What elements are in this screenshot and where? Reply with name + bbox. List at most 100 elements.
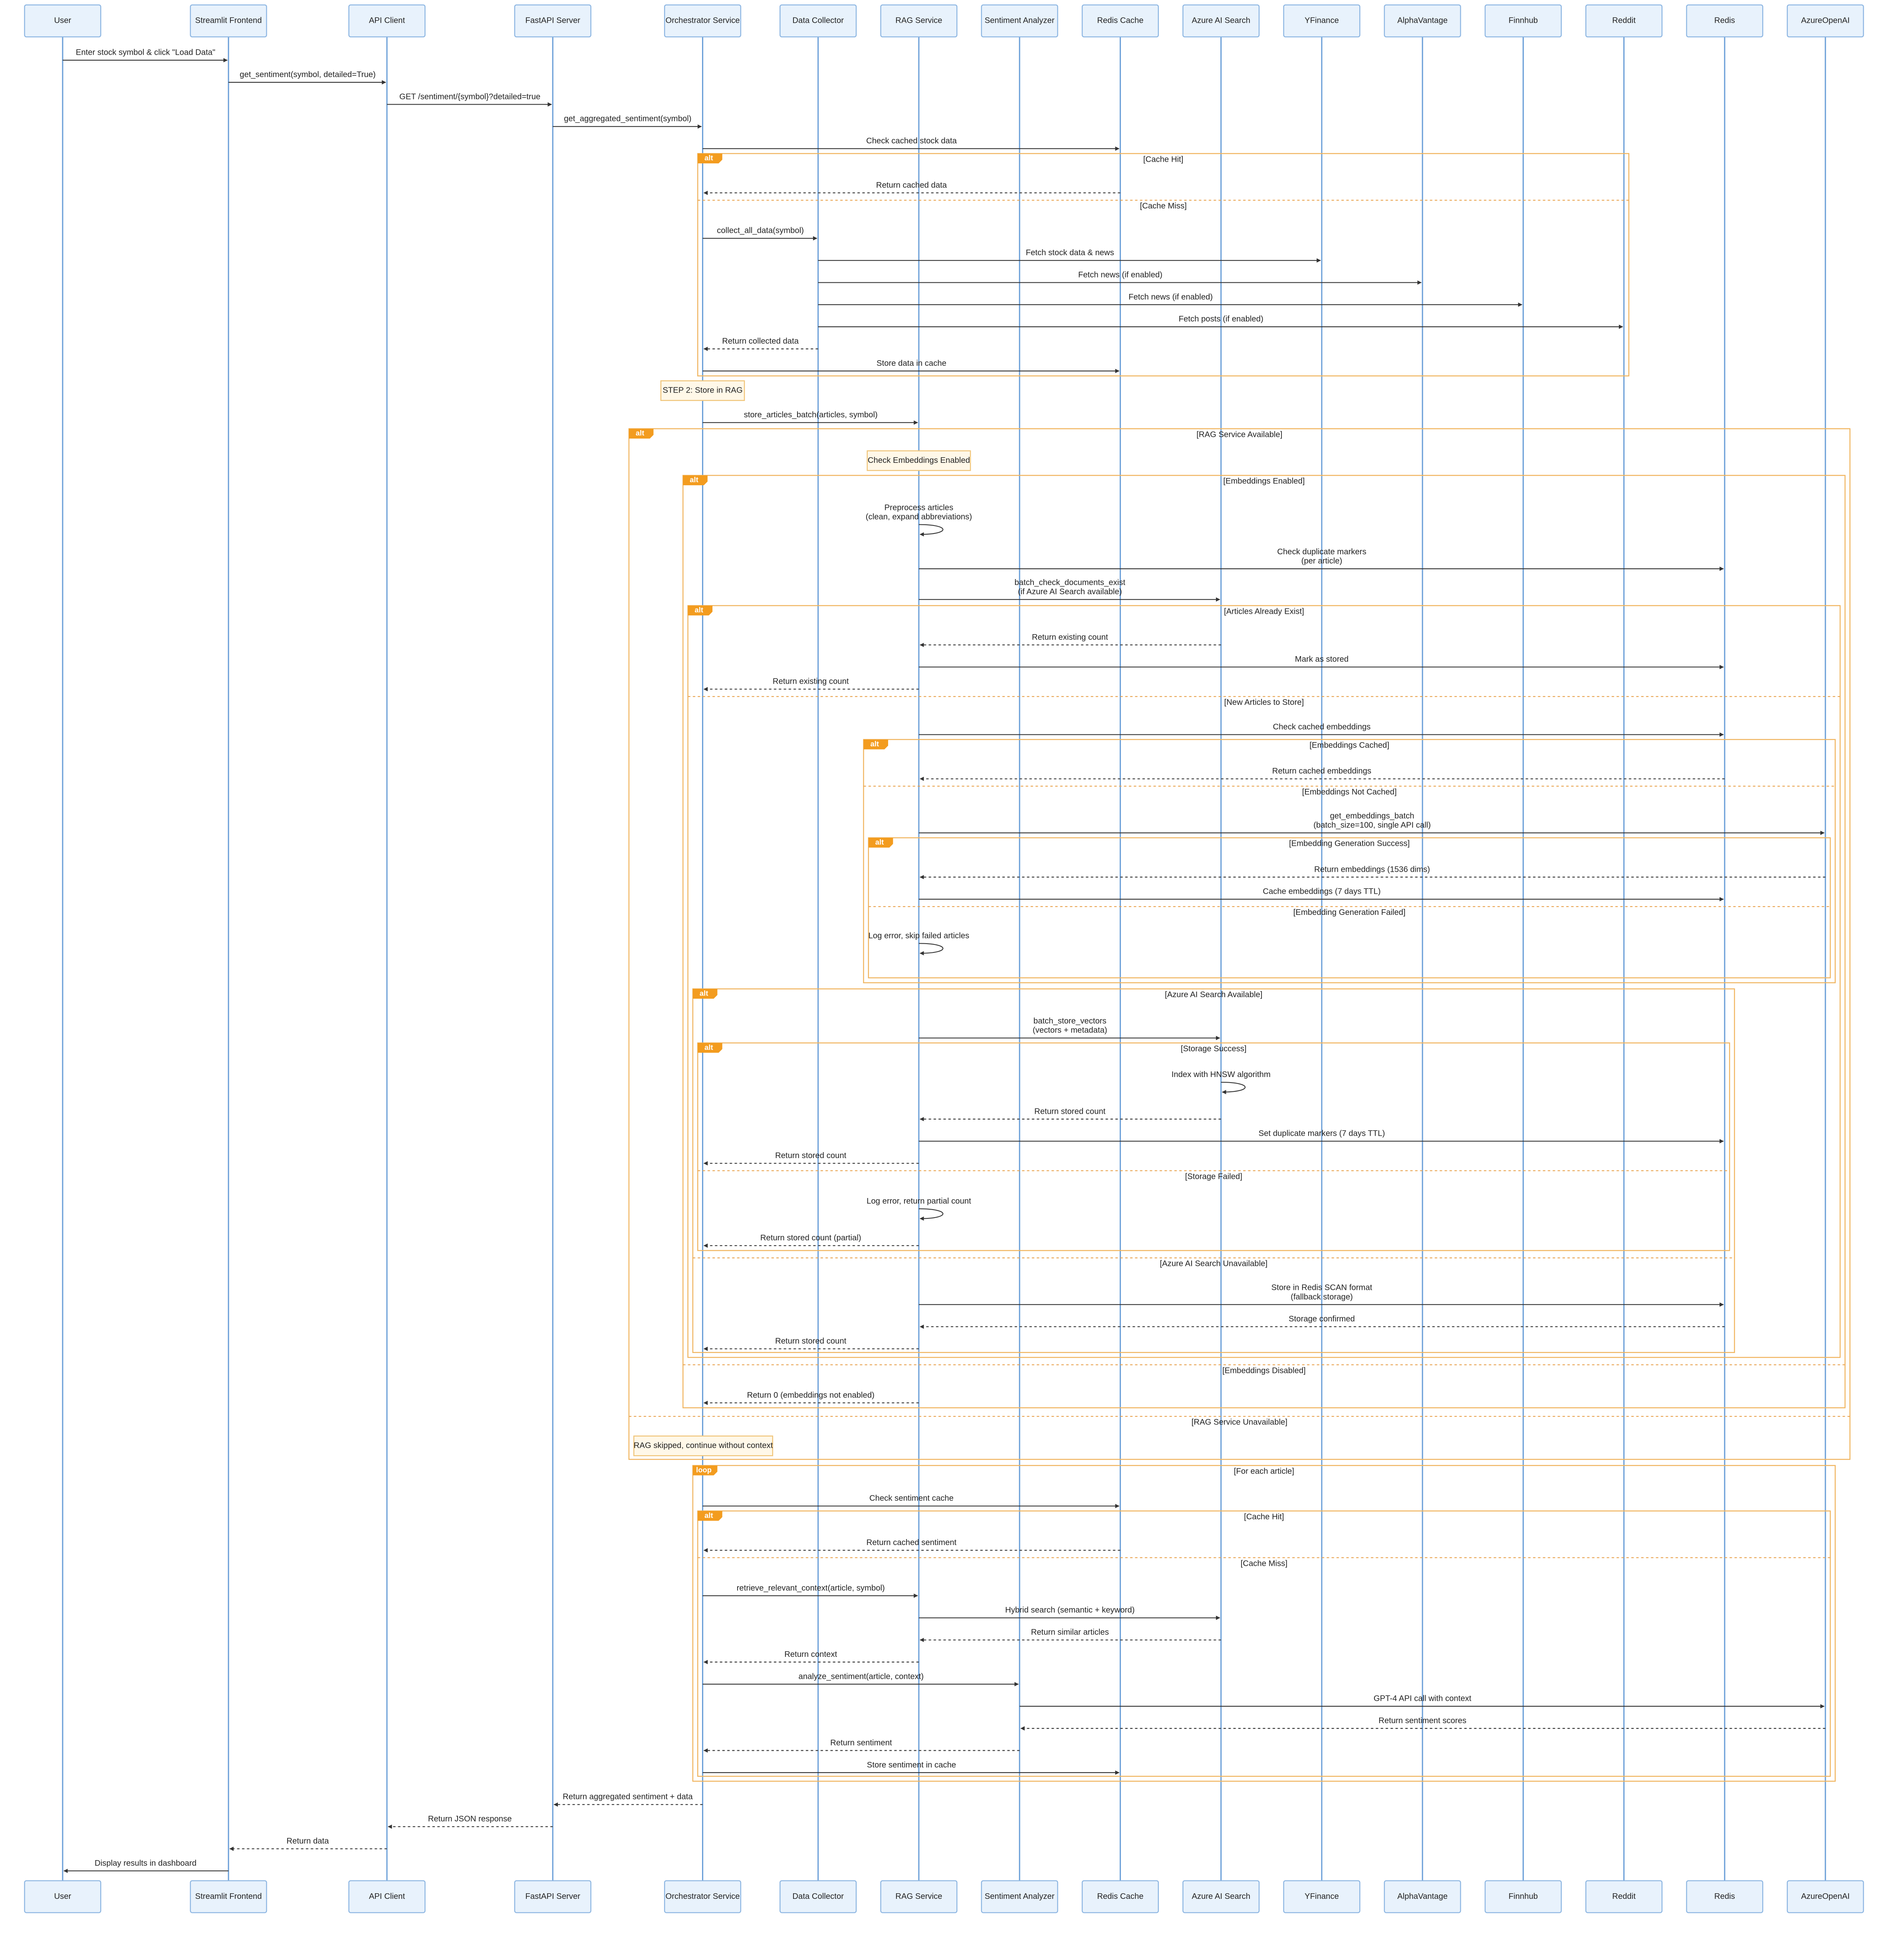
participant-label: YFinance <box>1305 16 1339 25</box>
message-label: Return data <box>287 1837 329 1845</box>
note <box>633 1435 774 1456</box>
message-label: Fetch posts (if enabled) <box>1179 315 1263 323</box>
frame <box>868 837 1831 978</box>
message-label: Log error, return partial count <box>867 1197 971 1206</box>
message-label: store_articles_batch(articles, symbol) <box>744 411 878 419</box>
message-label: Return collected data <box>722 337 799 346</box>
participant-label: User <box>54 16 71 25</box>
frame-condition: [Embeddings Cached] <box>1309 741 1389 750</box>
frame-tag <box>868 837 893 848</box>
message-label: Return 0 (embeddings not enabled) <box>747 1391 875 1400</box>
message-label: Index with HNSW algorithm <box>1172 1070 1271 1079</box>
frame-condition: [Cache Miss] <box>1241 1559 1287 1568</box>
message-label: Storage confirmed <box>1289 1315 1355 1323</box>
frame-condition: [Azure AI Search Available] <box>1165 990 1262 999</box>
participant-box <box>190 1880 267 1913</box>
frame-keyword: alt <box>695 606 704 614</box>
message-label: Return cached sentiment <box>867 1538 957 1547</box>
frame-tag <box>692 1465 718 1476</box>
participant-box <box>1787 1880 1864 1913</box>
frame-tag <box>698 153 722 164</box>
frame-tag <box>692 989 718 999</box>
frame-condition: [Embedding Generation Success] <box>1289 839 1410 848</box>
self-message-arrow <box>918 1208 944 1221</box>
message-label: Cache embeddings (7 days TTL) <box>1263 887 1380 896</box>
message-label: Enter stock symbol & click "Load Data" <box>76 48 215 57</box>
message-label: Hybrid search (semantic + keyword) <box>1005 1606 1134 1615</box>
participant-label: Finnhub <box>1509 16 1538 25</box>
frame <box>697 1042 1730 1251</box>
frame-condition: [Cache Hit] <box>1244 1512 1284 1521</box>
participant-box <box>1585 1880 1663 1913</box>
participant-label: Data Collector <box>792 1892 844 1901</box>
message-label: batch_store_vectors <box>1033 1017 1107 1026</box>
note-text: STEP 2: Store in RAG <box>662 386 742 395</box>
frame-tag <box>698 1043 722 1053</box>
participant-label: Sentiment Analyzer <box>985 16 1055 25</box>
frame-tag <box>683 475 708 486</box>
participant-box <box>880 4 958 38</box>
message-label: GET /sentiment/{symbol}?detailed=true <box>399 92 540 101</box>
participant-box <box>1484 4 1562 38</box>
frame-condition: [Embeddings Not Cached] <box>1302 787 1397 796</box>
participant-box <box>1686 1880 1763 1913</box>
participant-box <box>1384 4 1461 38</box>
message-label: GPT-4 API call with context <box>1374 1694 1472 1703</box>
participant-box <box>1182 1880 1260 1913</box>
participant-box <box>1283 1880 1361 1913</box>
participant-label: Redis Cache <box>1097 16 1143 25</box>
message-label: Check cached stock data <box>866 137 957 145</box>
message-label: Return embeddings (1536 dims) <box>1314 865 1430 874</box>
participant-box <box>348 4 426 38</box>
participant-box <box>1384 1880 1461 1913</box>
participant-box <box>348 1880 426 1913</box>
frame-condition: [RAG Service Available] <box>1196 430 1282 439</box>
participant-label: Azure AI Search <box>1192 16 1250 25</box>
frame <box>697 1510 1831 1777</box>
participant-label: Orchestrator Service <box>665 1892 740 1901</box>
frame-keyword: alt <box>636 429 645 437</box>
frame-condition: [Azure AI Search Unavailable] <box>1160 1260 1267 1268</box>
participant-box <box>664 4 742 38</box>
note-text: RAG skipped, continue without context <box>634 1441 773 1450</box>
participant-label: AlphaVantage <box>1397 1892 1448 1901</box>
message-label: (fallback storage) <box>1291 1293 1353 1301</box>
frame-condition: [Embedding Generation Failed] <box>1293 908 1406 917</box>
self-message-arrow <box>1221 1082 1246 1095</box>
message-label: Return stored count <box>1034 1107 1106 1116</box>
frame-condition: [For each article] <box>1234 1467 1294 1476</box>
participant-label: YFinance <box>1305 1892 1339 1901</box>
message-label: collect_all_data(symbol) <box>717 226 804 235</box>
frame-keyword: alt <box>704 154 713 162</box>
self-message-arrow <box>918 943 944 956</box>
frame-keyword: alt <box>870 740 879 748</box>
message-label: Log error, skip failed articles <box>869 931 970 940</box>
message-label: Return sentiment <box>830 1738 892 1747</box>
message-label: Check duplicate markers <box>1277 547 1366 556</box>
message-label: Check sentiment cache <box>869 1494 954 1503</box>
frame-tag <box>629 428 654 439</box>
frame-keyword: alt <box>704 1511 713 1519</box>
frame-keyword: loop <box>696 1466 712 1474</box>
message-label: (vectors + metadata) <box>1033 1026 1107 1035</box>
message-label: get_aggregated_sentiment(symbol) <box>564 115 691 123</box>
frame <box>692 1465 1836 1782</box>
message-label: Return cached data <box>876 181 947 190</box>
participant-label: Azure AI Search <box>1192 1892 1250 1901</box>
participant-label: Data Collector <box>792 16 844 25</box>
frame-condition: [Cache Miss] <box>1140 202 1186 210</box>
message-label: Display results in dashboard <box>95 1859 196 1868</box>
frame-condition: [Cache Hit] <box>1143 155 1183 164</box>
participant-box <box>514 1880 591 1913</box>
participant-label: FastAPI Server <box>525 16 580 25</box>
frame <box>692 988 1735 1353</box>
frame <box>863 739 1836 984</box>
self-message-arrow <box>918 524 944 537</box>
message-label: Return cached embeddings <box>1272 767 1371 776</box>
message-label: analyze_sentiment(article, context) <box>799 1672 924 1681</box>
message-label: (clean, expand abbreviations) <box>866 512 972 521</box>
message-label: Return existing count <box>1032 633 1108 642</box>
frame <box>628 428 1850 1460</box>
message-label: get_embeddings_batch <box>1330 811 1414 820</box>
